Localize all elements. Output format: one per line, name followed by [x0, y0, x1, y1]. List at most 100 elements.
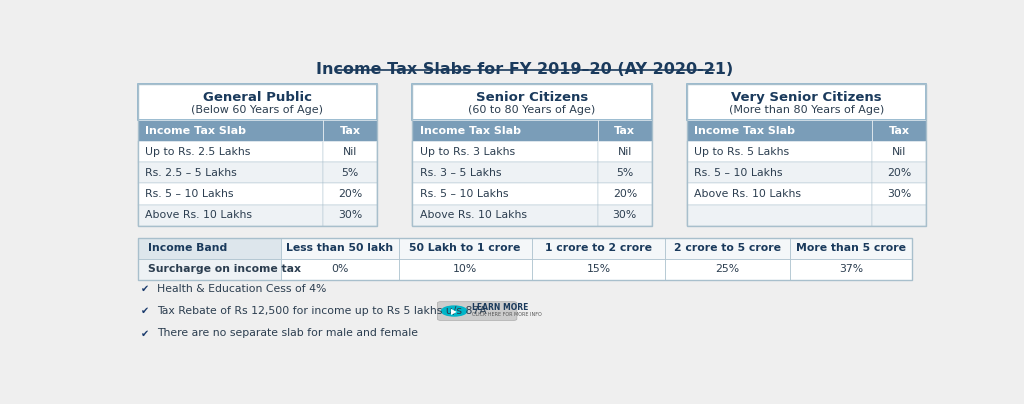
Text: Up to Rs. 3 Lakhs: Up to Rs. 3 Lakhs	[420, 147, 515, 157]
FancyBboxPatch shape	[412, 162, 598, 183]
Text: Health & Education Cess of 4%: Health & Education Cess of 4%	[157, 284, 326, 294]
FancyBboxPatch shape	[281, 238, 398, 259]
FancyBboxPatch shape	[598, 120, 651, 141]
FancyBboxPatch shape	[137, 205, 324, 226]
Text: Income Tax Slabs for FY 2019–20 (AY 2020-21): Income Tax Slabs for FY 2019–20 (AY 2020…	[316, 63, 733, 78]
Text: 2 crore to 5 crore: 2 crore to 5 crore	[674, 243, 781, 253]
Text: Tax: Tax	[340, 126, 360, 136]
FancyBboxPatch shape	[324, 141, 377, 162]
Text: LEARN MORE: LEARN MORE	[472, 303, 528, 312]
Text: CLICK HERE FOR MORE INFO: CLICK HERE FOR MORE INFO	[472, 312, 542, 317]
FancyBboxPatch shape	[324, 205, 377, 226]
FancyBboxPatch shape	[872, 205, 927, 226]
Text: 15%: 15%	[587, 264, 610, 274]
Text: Nil: Nil	[617, 147, 632, 157]
FancyBboxPatch shape	[137, 84, 377, 120]
FancyBboxPatch shape	[598, 162, 651, 183]
Text: 30%: 30%	[338, 210, 362, 220]
FancyBboxPatch shape	[137, 259, 281, 280]
Text: ✔: ✔	[140, 328, 148, 339]
FancyBboxPatch shape	[687, 205, 872, 226]
Text: Rs. 5 – 10 Lakhs: Rs. 5 – 10 Lakhs	[694, 168, 782, 178]
FancyBboxPatch shape	[324, 120, 377, 141]
FancyBboxPatch shape	[687, 84, 927, 120]
FancyBboxPatch shape	[398, 238, 531, 259]
Text: 30%: 30%	[887, 189, 911, 199]
FancyBboxPatch shape	[598, 183, 651, 205]
FancyBboxPatch shape	[412, 120, 598, 141]
Text: Income Tax Slab: Income Tax Slab	[145, 126, 246, 136]
FancyBboxPatch shape	[598, 141, 651, 162]
Text: ✔: ✔	[140, 284, 148, 294]
Text: (More than 80 Years of Age): (More than 80 Years of Age)	[729, 105, 884, 115]
FancyBboxPatch shape	[437, 302, 517, 320]
Text: 20%: 20%	[612, 189, 637, 199]
Text: 0%: 0%	[331, 264, 348, 274]
Text: Rs. 5 – 10 Lakhs: Rs. 5 – 10 Lakhs	[420, 189, 508, 199]
Text: ✔: ✔	[140, 306, 148, 316]
FancyBboxPatch shape	[872, 120, 927, 141]
Text: 10%: 10%	[453, 264, 477, 274]
FancyBboxPatch shape	[687, 162, 872, 183]
FancyBboxPatch shape	[137, 141, 324, 162]
Text: 37%: 37%	[840, 264, 863, 274]
Text: Income Tax Slab: Income Tax Slab	[694, 126, 795, 136]
Text: Income Band: Income Band	[147, 243, 226, 253]
FancyBboxPatch shape	[791, 259, 912, 280]
FancyBboxPatch shape	[531, 238, 665, 259]
Text: Rs. 2.5 – 5 Lakhs: Rs. 2.5 – 5 Lakhs	[145, 168, 237, 178]
FancyBboxPatch shape	[598, 205, 651, 226]
Text: Very Senior Citizens: Very Senior Citizens	[731, 91, 882, 104]
FancyBboxPatch shape	[412, 183, 598, 205]
Text: Senior Citizens: Senior Citizens	[476, 91, 588, 104]
Text: Above Rs. 10 Lakhs: Above Rs. 10 Lakhs	[694, 189, 801, 199]
Text: Surcharge on income tax: Surcharge on income tax	[147, 264, 301, 274]
Text: Rs. 5 – 10 Lakhs: Rs. 5 – 10 Lakhs	[145, 189, 233, 199]
Text: 20%: 20%	[887, 168, 911, 178]
Text: There are no separate slab for male and female: There are no separate slab for male and …	[157, 328, 418, 339]
FancyBboxPatch shape	[665, 259, 791, 280]
Text: Above Rs. 10 Lakhs: Above Rs. 10 Lakhs	[145, 210, 252, 220]
FancyBboxPatch shape	[398, 259, 531, 280]
FancyBboxPatch shape	[872, 183, 927, 205]
Text: Tax: Tax	[614, 126, 635, 136]
Text: 25%: 25%	[716, 264, 739, 274]
FancyBboxPatch shape	[687, 120, 872, 141]
Text: Up to Rs. 2.5 Lakhs: Up to Rs. 2.5 Lakhs	[145, 147, 250, 157]
Text: (Below 60 Years of Age): (Below 60 Years of Age)	[191, 105, 324, 115]
FancyBboxPatch shape	[137, 162, 324, 183]
Text: 1 crore to 2 crore: 1 crore to 2 crore	[545, 243, 652, 253]
Text: Rs. 3 – 5 Lakhs: Rs. 3 – 5 Lakhs	[420, 168, 501, 178]
Text: ▶: ▶	[452, 307, 457, 316]
Text: General Public: General Public	[203, 91, 312, 104]
Text: 50 Lakh to 1 crore: 50 Lakh to 1 crore	[410, 243, 521, 253]
Text: Nil: Nil	[343, 147, 357, 157]
FancyBboxPatch shape	[872, 162, 927, 183]
Text: More than 5 crore: More than 5 crore	[797, 243, 906, 253]
Text: Nil: Nil	[892, 147, 906, 157]
Text: 20%: 20%	[338, 189, 362, 199]
FancyBboxPatch shape	[791, 238, 912, 259]
Text: (60 to 80 Years of Age): (60 to 80 Years of Age)	[468, 105, 596, 115]
Text: Income Tax Slab: Income Tax Slab	[420, 126, 520, 136]
FancyBboxPatch shape	[872, 141, 927, 162]
FancyBboxPatch shape	[137, 183, 324, 205]
Text: Up to Rs. 5 Lakhs: Up to Rs. 5 Lakhs	[694, 147, 790, 157]
Text: 30%: 30%	[612, 210, 637, 220]
Text: Tax: Tax	[889, 126, 910, 136]
FancyBboxPatch shape	[324, 162, 377, 183]
FancyBboxPatch shape	[687, 183, 872, 205]
Text: 5%: 5%	[616, 168, 634, 178]
FancyBboxPatch shape	[665, 238, 791, 259]
FancyBboxPatch shape	[531, 259, 665, 280]
FancyBboxPatch shape	[324, 183, 377, 205]
Text: 5%: 5%	[342, 168, 358, 178]
FancyBboxPatch shape	[281, 259, 398, 280]
Text: Above Rs. 10 Lakhs: Above Rs. 10 Lakhs	[420, 210, 526, 220]
Text: Less than 50 lakh: Less than 50 lakh	[286, 243, 393, 253]
Circle shape	[441, 306, 467, 316]
FancyBboxPatch shape	[412, 84, 651, 120]
FancyBboxPatch shape	[137, 120, 324, 141]
FancyBboxPatch shape	[412, 205, 598, 226]
FancyBboxPatch shape	[137, 238, 281, 259]
